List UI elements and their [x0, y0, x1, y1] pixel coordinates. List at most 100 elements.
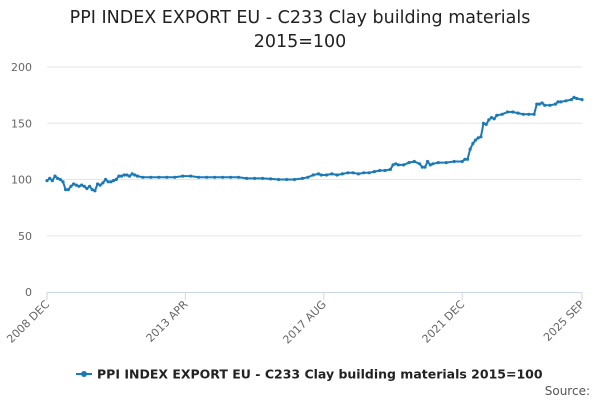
data-point — [165, 175, 169, 179]
data-point — [48, 176, 52, 180]
data-point — [396, 163, 400, 167]
data-point — [479, 135, 483, 139]
data-point — [82, 184, 86, 188]
data-point — [527, 112, 531, 116]
x-tick-label-2: 2017 AUG — [280, 298, 329, 347]
data-point — [269, 177, 273, 181]
gridlines — [47, 66, 582, 237]
data-point — [351, 171, 355, 175]
chart-title: PPI INDEX EXPORT EU - C233 Clay building… — [0, 6, 600, 54]
data-point — [324, 173, 329, 177]
series-line-0 — [46, 96, 583, 192]
data-point — [181, 174, 185, 178]
chart-title-line-1: PPI INDEX EXPORT EU - C233 Clay building… — [69, 8, 531, 28]
data-point — [346, 171, 350, 175]
data-point — [356, 172, 360, 176]
data-point — [407, 161, 411, 165]
data-point — [340, 172, 344, 176]
data-point — [80, 183, 84, 187]
data-point — [535, 102, 539, 106]
data-point — [311, 173, 315, 177]
data-point — [423, 165, 427, 169]
data-point — [104, 177, 108, 182]
data-point — [66, 188, 70, 192]
data-point — [444, 161, 448, 165]
x-tick-label-4: 2025 SEP — [541, 298, 587, 344]
data-point — [521, 112, 526, 116]
data-point — [173, 175, 177, 179]
data-point — [77, 184, 81, 188]
data-point — [72, 182, 76, 186]
y-tick-label-150: 150 — [11, 117, 32, 130]
data-point — [556, 100, 560, 104]
data-point — [431, 162, 435, 166]
data-point — [402, 163, 406, 167]
data-point — [372, 170, 376, 174]
data-point — [511, 110, 515, 114]
data-point — [471, 141, 475, 146]
data-point — [306, 175, 310, 179]
data-point — [412, 159, 416, 164]
data-point — [487, 118, 491, 122]
x-tick-label-3: 2021 DEC — [420, 298, 468, 346]
data-point — [119, 174, 124, 178]
data-point — [157, 175, 161, 179]
data-point — [245, 176, 249, 180]
data-point — [516, 111, 520, 115]
data-point — [316, 172, 321, 176]
data-point — [420, 165, 424, 169]
data-point — [476, 136, 480, 140]
data-point — [569, 98, 574, 102]
data-point — [300, 176, 305, 180]
data-point — [64, 188, 68, 192]
data-point — [492, 117, 496, 121]
data-point — [213, 175, 217, 179]
data-point — [61, 180, 65, 184]
chart-title-line-2: 2015=100 — [253, 32, 347, 52]
data-point — [548, 103, 552, 107]
data-point — [391, 163, 395, 167]
data-point — [149, 175, 153, 179]
data-point — [505, 110, 510, 114]
data-point — [559, 100, 563, 104]
data-point — [473, 138, 478, 142]
data-point — [572, 95, 576, 99]
x-tick-label-0: 2008 DEC — [4, 298, 52, 346]
data-point — [481, 121, 486, 125]
data-point — [330, 172, 334, 176]
series-group — [45, 95, 584, 193]
legend-symbol-marker — [81, 371, 87, 377]
data-point — [388, 167, 392, 171]
data-point — [495, 113, 499, 117]
data-point — [537, 102, 542, 106]
data-point — [221, 175, 225, 179]
data-point — [205, 175, 209, 179]
data-point — [117, 174, 121, 178]
data-point — [58, 177, 62, 182]
data-point — [109, 180, 113, 184]
data-point — [463, 157, 467, 161]
y-axis: 0 50 100 150 200 — [11, 61, 32, 299]
data-point — [69, 184, 73, 188]
data-point — [367, 171, 371, 175]
data-point — [383, 168, 387, 173]
data-point — [428, 163, 432, 167]
data-point — [484, 122, 488, 126]
data-point — [101, 181, 105, 185]
source-label[interactable]: Source: — [544, 384, 590, 398]
data-point — [122, 173, 126, 177]
legend-item-label: PPI INDEX EXPORT EU - C233 Clay building… — [97, 367, 543, 382]
data-point — [426, 159, 430, 164]
data-point — [465, 157, 470, 161]
legend[interactable]: PPI INDEX EXPORT EU - C233 Clay building… — [76, 367, 543, 382]
data-point — [362, 171, 366, 175]
data-point — [277, 177, 281, 182]
data-point — [125, 173, 129, 177]
data-point — [468, 147, 472, 151]
data-point — [436, 161, 440, 165]
data-point — [460, 159, 464, 164]
data-point — [85, 186, 89, 191]
data-point — [98, 183, 102, 187]
data-point — [114, 177, 118, 182]
